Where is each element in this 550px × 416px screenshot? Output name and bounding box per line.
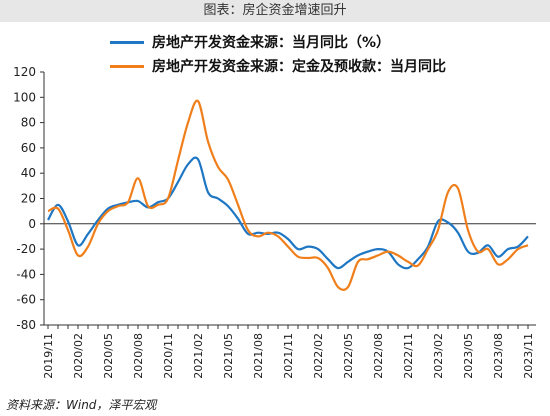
- x-tick-label: 2022/05: [342, 333, 355, 379]
- x-tick-label: 2021/02: [192, 333, 205, 379]
- legend-item-series-1: 房地产开发资金来源：当月同比（%）: [110, 30, 446, 54]
- chart-axes: -80 -60 -40 -20 0 20 40 60 80 100 120: [13, 65, 536, 332]
- y-tick-label: 20: [21, 192, 36, 206]
- x-tick-labels: 2019/11 2020/02 2020/05 2020/08 2020/11 2021/…: [42, 333, 535, 379]
- x-tick-label: 2022/08: [372, 333, 385, 379]
- x-tick-label: 2021/05: [222, 333, 235, 379]
- x-tick-label: 2020/11: [162, 333, 175, 379]
- y-tick-label: 100: [13, 90, 36, 104]
- x-tick-label: 2022/02: [312, 333, 325, 379]
- y-tick-label: 60: [21, 141, 36, 155]
- series-line-2: [47, 99, 529, 291]
- legend-label-series-1: 房地产开发资金来源：当月同比（%）: [152, 35, 391, 51]
- legend-item-series-2: 房地产开发资金来源：定金及预收款：当月同比: [110, 54, 446, 78]
- legend-swatch-blue: [110, 40, 144, 44]
- y-tick-label: -80: [16, 318, 36, 332]
- y-tick-label: -20: [16, 242, 36, 256]
- y-tick-label: 40: [21, 166, 36, 180]
- y-tick-label: 0: [28, 217, 36, 231]
- legend-label-series-2: 房地产开发资金来源：定金及预收款：当月同比: [152, 59, 446, 75]
- x-tick-label: 2020/08: [132, 333, 145, 379]
- x-tick-label: 2023/08: [492, 333, 505, 379]
- page-title: 图表：房企资金增速回升: [0, 0, 550, 22]
- x-tick-label: 2021/11: [282, 333, 295, 379]
- x-tick-label: 2023/05: [462, 333, 475, 379]
- y-tick-label: 120: [13, 65, 36, 79]
- chart-legend: 房地产开发资金来源：当月同比（%） 房地产开发资金来源：定金及预收款：当月同比: [110, 30, 446, 78]
- x-tick-label: 2020/05: [102, 333, 115, 379]
- y-tick-label: -40: [16, 267, 36, 281]
- x-tick-label: 2023/02: [432, 333, 445, 379]
- series-line-1: [47, 156, 529, 270]
- x-tick-label: 2023/11: [522, 333, 535, 379]
- y-tick-label: 80: [21, 116, 36, 130]
- source-note: 资料来源：Wind，泽平宏观: [6, 398, 157, 412]
- y-tick-label: -60: [16, 293, 36, 307]
- x-tick-label: 2021/08: [252, 333, 265, 379]
- x-tick-label: 2019/11: [42, 333, 55, 379]
- chart-lines: [47, 99, 529, 291]
- x-tick-label: 2022/11: [402, 333, 415, 379]
- legend-swatch-orange: [110, 64, 144, 68]
- x-tick-label: 2020/02: [72, 333, 85, 379]
